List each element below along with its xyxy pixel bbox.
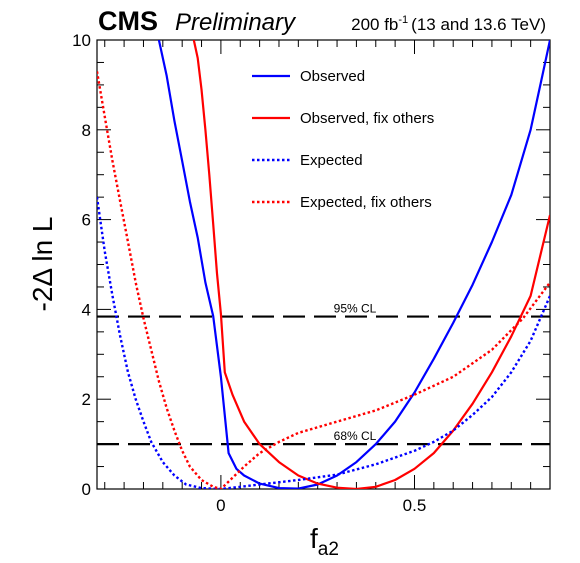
legend-label: Observed xyxy=(300,68,365,85)
luminosity-label: 200 fb-1 (13 and 13.6 TeV) xyxy=(351,14,546,34)
x-axis-title-sub: a2 xyxy=(318,539,339,560)
lumi-energy: (13 and 13.6 TeV) xyxy=(411,15,546,34)
experiment-label: CMS xyxy=(98,6,158,36)
legend-label: Expected xyxy=(300,152,363,169)
series-line xyxy=(97,196,550,489)
series-line xyxy=(157,40,550,489)
series-lines xyxy=(97,40,550,489)
x-axis-title-main: f xyxy=(310,523,318,554)
x-tick-label: 0 xyxy=(216,496,225,515)
series-line xyxy=(97,71,550,489)
series-line xyxy=(192,40,550,489)
status-label: Preliminary xyxy=(175,9,297,36)
legend-label: Observed, fix others xyxy=(300,110,434,127)
cl-label: 95% CL xyxy=(334,302,377,316)
axis-ticks: 0 0.5 0 2 4 6 8 10 xyxy=(72,31,550,515)
y-axis-title: -2Δ ln L xyxy=(27,217,58,312)
y-tick-label: 2 xyxy=(82,390,91,409)
x-axis-title: fa2 xyxy=(310,523,339,560)
y-tick-label: 4 xyxy=(82,300,91,319)
lumi-value: 200 fb xyxy=(351,15,398,34)
y-tick-label: 6 xyxy=(82,211,91,230)
y-tick-label: 10 xyxy=(72,31,91,50)
cl-label: 68% CL xyxy=(334,429,377,443)
legend: Observed Observed, fix others Expected Expe… xyxy=(252,68,434,211)
y-tick-label: 0 xyxy=(82,480,91,499)
x-tick-label: 0.5 xyxy=(403,496,427,515)
lumi-exponent: -1 xyxy=(398,14,408,26)
legend-label: Expected, fix others xyxy=(300,194,432,211)
y-tick-label: 8 xyxy=(82,121,91,140)
reference-lines: 95% CL 68% CL xyxy=(97,302,550,446)
